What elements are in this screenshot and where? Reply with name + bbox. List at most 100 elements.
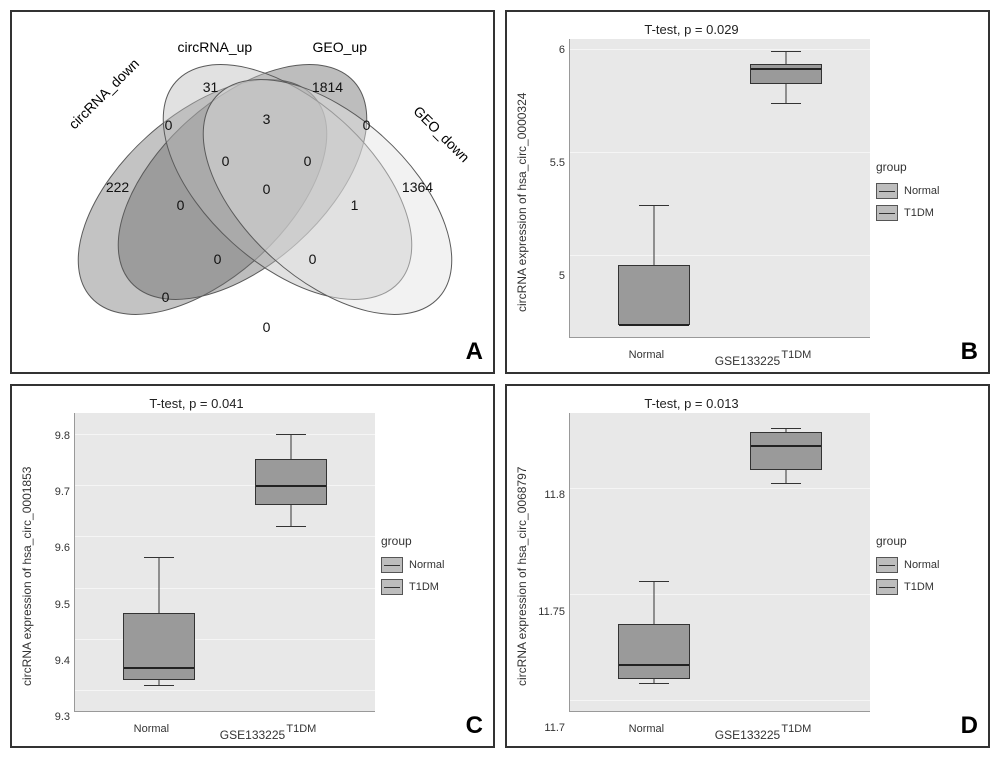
panel-label-d: D — [961, 712, 978, 740]
box — [618, 624, 690, 679]
legend-item-t1dm: T1DM — [876, 579, 976, 595]
whisker-cap — [144, 557, 174, 558]
legend-d: group Normal T1DM — [870, 392, 982, 740]
venn-label-geo-down: GEO_down — [410, 103, 472, 165]
plot-title-c: T-test, p = 0.041 — [18, 396, 375, 411]
box — [750, 64, 822, 85]
svg-text:0: 0 — [263, 319, 271, 335]
svg-text:0: 0 — [263, 181, 271, 197]
whisker-cap — [144, 685, 174, 686]
legend-key-icon — [876, 557, 898, 573]
chart-d: NormalT1DM — [569, 413, 870, 712]
legend-item-t1dm: T1DM — [876, 205, 976, 221]
svg-text:0: 0 — [177, 197, 185, 213]
yticks-b: 65.55 — [531, 39, 569, 366]
panel-b: T-test, p = 0.029 circRNA expression of … — [505, 10, 990, 374]
median-line — [619, 664, 689, 666]
yticks-c: 9.8 9.7 9.6 9.5 9.4 9.3 — [36, 413, 74, 740]
panel-label-a: A — [466, 338, 483, 366]
venn-label-geo-up: GEO_up — [313, 39, 368, 55]
legend-key-icon — [381, 579, 403, 595]
legend-c: group Normal T1DM — [375, 392, 487, 740]
box — [750, 432, 822, 470]
panel-a: circRNA_down circRNA_up GEO_up GEO_down … — [10, 10, 495, 374]
ylabel-c: circRNA expression of hsa_circ_0001853 — [18, 413, 36, 740]
box — [123, 613, 195, 680]
svg-text:1814: 1814 — [312, 79, 343, 95]
venn-svg: circRNA_down circRNA_up GEO_up GEO_down … — [12, 12, 493, 372]
boxplot-c: T-test, p = 0.041 circRNA expression of … — [12, 386, 493, 746]
chart-b: NormalT1DM — [569, 39, 870, 338]
plot-title-b: T-test, p = 0.029 — [513, 22, 870, 37]
svg-text:31: 31 — [203, 79, 219, 95]
legend-title: group — [876, 534, 976, 548]
panel-c: T-test, p = 0.041 circRNA expression of … — [10, 384, 495, 748]
ytick-label: 9.6 — [55, 542, 70, 554]
svg-text:3: 3 — [263, 111, 271, 127]
legend-item-normal: Normal — [381, 557, 481, 573]
svg-text:0: 0 — [309, 251, 317, 267]
svg-text:1364: 1364 — [402, 179, 433, 195]
venn-diagram: circRNA_down circRNA_up GEO_up GEO_down … — [12, 12, 493, 372]
whisker-cap — [639, 205, 669, 206]
gridlines-c — [75, 413, 375, 711]
median-line — [751, 68, 821, 70]
ylabel-d: circRNA expression of hsa_circ_0068797 — [513, 413, 531, 740]
whisker-cap — [771, 483, 801, 484]
svg-text:0: 0 — [222, 153, 230, 169]
venn-label-circrna-up: circRNA_up — [178, 39, 253, 55]
ytick-label: 6 — [559, 44, 565, 56]
ytick-label: 9.3 — [55, 711, 70, 723]
legend-key-icon — [876, 205, 898, 221]
svg-text:1: 1 — [351, 197, 359, 213]
svg-text:0: 0 — [165, 117, 173, 133]
legend-key-icon — [876, 183, 898, 199]
legend-title: group — [876, 160, 976, 174]
ytick-label: 5.5 — [550, 157, 565, 169]
gridlines-b — [570, 39, 870, 337]
median-line — [124, 667, 194, 669]
venn-label-circrna-down: circRNA_down — [65, 55, 142, 132]
legend-title: group — [381, 534, 481, 548]
ytick-label: 11.8 — [544, 489, 565, 501]
ytick-label: 9.7 — [55, 486, 70, 498]
svg-text:0: 0 — [304, 153, 312, 169]
median-line — [256, 485, 326, 487]
whisker-cap — [276, 434, 306, 435]
box — [618, 265, 690, 325]
gridlines-d — [570, 413, 870, 711]
panel-label-b: B — [961, 338, 978, 366]
ytick-label: 11.75 — [538, 606, 565, 618]
median-line — [619, 324, 689, 326]
svg-text:222: 222 — [106, 179, 130, 195]
svg-text:0: 0 — [363, 117, 371, 133]
legend-item-normal: Normal — [876, 557, 976, 573]
median-line — [751, 445, 821, 447]
ytick-label: 5 — [559, 270, 565, 282]
boxplot-b: T-test, p = 0.029 circRNA expression of … — [507, 12, 988, 372]
panel-d: T-test, p = 0.013 circRNA expression of … — [505, 384, 990, 748]
plot-title-d: T-test, p = 0.013 — [513, 396, 870, 411]
whisker-cap — [639, 581, 669, 582]
svg-text:0: 0 — [162, 289, 170, 305]
whisker-cap — [276, 526, 306, 527]
legend-key-icon — [381, 557, 403, 573]
ytick-label: 9.4 — [55, 655, 70, 667]
svg-text:0: 0 — [214, 251, 222, 267]
whisker-cap — [639, 683, 669, 684]
xlabel-d: GSE133225 — [507, 728, 988, 742]
whisker-cap — [771, 51, 801, 52]
legend-item-normal: Normal — [876, 183, 976, 199]
ytick-label: 9.5 — [55, 599, 70, 611]
box — [255, 459, 327, 505]
figure-grid: circRNA_down circRNA_up GEO_up GEO_down … — [10, 10, 990, 748]
panel-label-c: C — [466, 712, 483, 740]
legend-item-t1dm: T1DM — [381, 579, 481, 595]
ytick-label: 9.8 — [55, 430, 70, 442]
chart-c: NormalT1DM — [74, 413, 375, 712]
ylabel-b: circRNA expression of hsa_circ_0000324 — [513, 39, 531, 366]
xlabel-b: GSE133225 — [507, 354, 988, 368]
whisker-cap — [771, 428, 801, 429]
xlabel-c: GSE133225 — [12, 728, 493, 742]
yticks-d: 11.811.7511.7 — [531, 413, 569, 740]
